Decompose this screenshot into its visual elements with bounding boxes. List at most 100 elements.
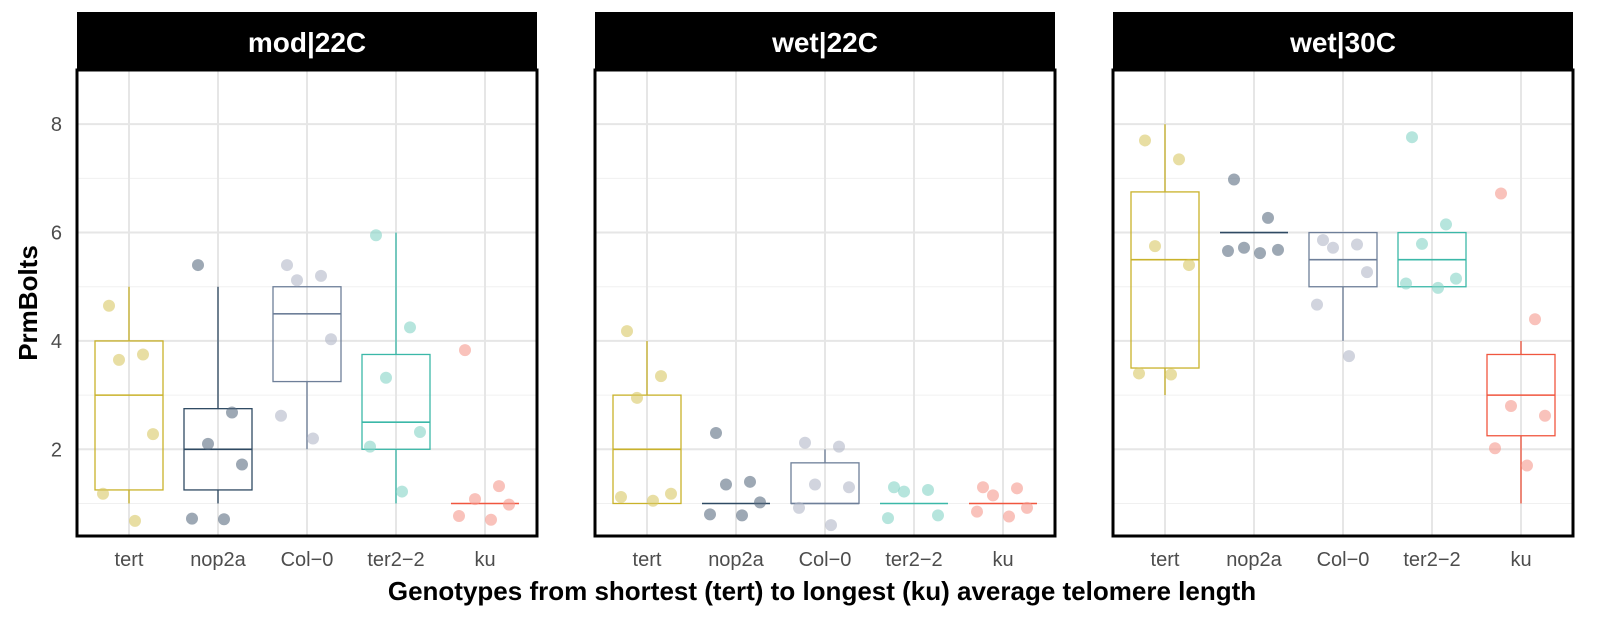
- boxplot-group: [361, 229, 431, 504]
- data-point: [186, 512, 198, 525]
- data-point: [1311, 298, 1323, 311]
- data-point: [129, 514, 141, 527]
- data-point: [655, 370, 667, 383]
- panel: mod|22C tert nop2a Col−0 ter2−2 ku: [75, 12, 539, 571]
- data-point: [218, 513, 230, 526]
- data-point: [809, 478, 821, 491]
- data-point: [799, 436, 811, 449]
- panel: wet|22C tert nop2a Col−0 ter2−2 ku: [593, 12, 1057, 571]
- data-point: [1495, 187, 1507, 200]
- data-point: [1505, 399, 1517, 412]
- x-tick-label: nop2a: [1226, 549, 1282, 571]
- boxplot-group: [1130, 124, 1200, 396]
- data-point: [1262, 211, 1274, 224]
- x-tick-label: ku: [1510, 549, 1531, 571]
- boxplot-group: [1486, 187, 1556, 504]
- boxplot-group: [880, 481, 948, 525]
- data-point: [137, 348, 149, 361]
- facet-strip-label: wet|30C: [1289, 27, 1396, 58]
- data-point: [503, 498, 515, 511]
- y-tick-label: 8: [51, 114, 62, 136]
- data-point: [1165, 368, 1177, 381]
- facet-strip: [77, 12, 537, 70]
- x-tick-label: ku: [474, 549, 495, 571]
- data-point: [1406, 131, 1418, 144]
- data-point: [202, 437, 214, 450]
- data-point: [1400, 277, 1412, 290]
- data-point: [1254, 247, 1266, 260]
- x-tick-label: nop2a: [190, 549, 246, 571]
- data-point: [236, 458, 248, 471]
- data-point: [1416, 237, 1428, 250]
- x-tick-label: ter2−2: [885, 549, 942, 571]
- data-point: [459, 344, 471, 357]
- boxplot-group: [272, 259, 342, 450]
- x-tick-label: Col−0: [1317, 549, 1370, 571]
- data-point: [754, 496, 766, 509]
- data-point: [1183, 259, 1195, 272]
- x-tick-label: Col−0: [281, 549, 334, 571]
- y-tick-label: 6: [51, 223, 62, 245]
- data-point: [1521, 459, 1533, 472]
- data-point: [888, 481, 900, 494]
- y-tick-label: 2: [51, 439, 62, 461]
- panel: wet|30C tert nop2a Col−0 ter2−2 ku: [1111, 12, 1575, 571]
- boxplot-group: [183, 259, 253, 526]
- data-point: [898, 485, 910, 498]
- data-point: [485, 513, 497, 526]
- y-tick-label: 4: [51, 331, 62, 353]
- data-point: [1440, 218, 1452, 231]
- data-point: [147, 428, 159, 441]
- data-point: [665, 487, 677, 500]
- data-point: [736, 509, 748, 522]
- x-tick-label: tert: [115, 549, 144, 571]
- data-point: [1361, 266, 1373, 279]
- data-point: [414, 425, 426, 438]
- box: [361, 353, 431, 450]
- boxplot-group: [1308, 231, 1378, 363]
- boxplot-group: [969, 481, 1037, 523]
- boxplot-group: [94, 286, 164, 527]
- x-tick-label: tert: [1151, 549, 1180, 571]
- data-point: [275, 409, 287, 422]
- data-point: [396, 485, 408, 498]
- data-point: [1327, 241, 1339, 254]
- x-tick-label: ku: [992, 549, 1013, 571]
- data-point: [103, 299, 115, 312]
- data-point: [1222, 244, 1234, 257]
- data-point: [192, 259, 204, 272]
- data-point: [615, 490, 627, 503]
- x-tick-label: ter2−2: [1403, 549, 1460, 571]
- data-point: [307, 432, 319, 445]
- data-point: [113, 353, 125, 366]
- data-point: [315, 269, 327, 282]
- boxplot-group: [790, 436, 860, 532]
- data-point: [971, 505, 983, 518]
- facet-strip: [1113, 12, 1573, 70]
- x-tick-label: Col−0: [799, 549, 852, 571]
- data-point: [1343, 350, 1355, 363]
- data-point: [1238, 241, 1250, 254]
- data-point: [1529, 313, 1541, 326]
- y-axis-title: PrmBolts: [13, 245, 43, 361]
- data-point: [720, 478, 732, 491]
- data-point: [493, 480, 505, 493]
- data-point: [1432, 281, 1444, 294]
- boxplot-group: [612, 325, 682, 507]
- data-point: [1021, 501, 1033, 514]
- data-point: [825, 519, 837, 532]
- data-point: [380, 371, 392, 384]
- data-point: [1139, 134, 1151, 147]
- data-point: [922, 483, 934, 496]
- x-axis-title: Genotypes from shortest (tert) to longes…: [388, 576, 1256, 606]
- data-point: [793, 501, 805, 514]
- data-point: [97, 487, 109, 500]
- data-point: [469, 493, 481, 506]
- data-point: [843, 481, 855, 494]
- facet-strip-label: mod|22C: [248, 27, 366, 58]
- data-point: [710, 427, 722, 440]
- x-tick-label: tert: [633, 549, 662, 571]
- data-point: [744, 475, 756, 488]
- data-point: [1228, 173, 1240, 186]
